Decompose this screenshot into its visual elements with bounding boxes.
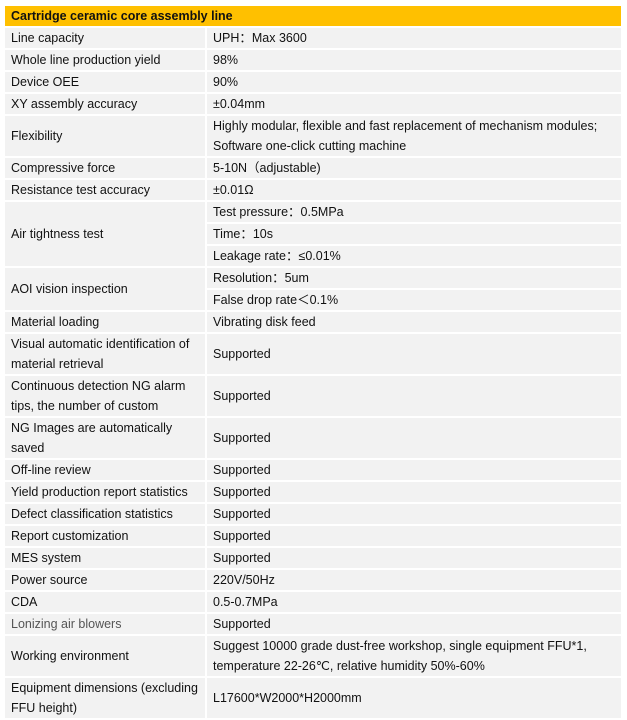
row-value: Supported — [205, 480, 623, 504]
table-row: Continuous detection NG alarm tips, the … — [3, 374, 623, 418]
row-value: Supported — [205, 612, 623, 636]
table-row: False drop rate＜0.1% — [4, 288, 623, 312]
row-label: Material loading — [3, 310, 207, 334]
row-label: Resistance test accuracy — [3, 178, 207, 202]
table-row: Resistance test accuracy ±0.01Ω — [3, 178, 623, 202]
row-label: Whole line production yield — [3, 48, 207, 72]
table-row: Report customization Supported — [3, 524, 623, 548]
row-label: Device OEE — [3, 70, 207, 94]
table-row: Time：10s — [4, 222, 623, 246]
row-value: 0.5-0.7MPa — [205, 590, 623, 614]
row-value: Supported — [205, 332, 623, 376]
row-value: 220V/50Hz — [205, 568, 623, 592]
table-row: Defect classification statistics Supporte… — [3, 502, 623, 526]
row-label: Compressive force — [3, 156, 207, 180]
row-label: Continuous detection NG alarm tips, the … — [3, 374, 207, 418]
row-value: Supported — [205, 416, 623, 460]
row-label: Line capacity — [3, 26, 207, 50]
row-label: Report customization — [3, 524, 207, 548]
row-label: Visual automatic identification of mater… — [3, 332, 207, 376]
row-label: Flexibility — [3, 114, 207, 158]
row-label: Off-line review — [3, 458, 207, 482]
table-row: Equipment dimensions (excluding FFU heig… — [3, 676, 623, 720]
row-value: UPH：Max 3600 — [205, 26, 623, 50]
row-value: ±0.04mm — [205, 92, 623, 116]
row-label: MES system — [3, 546, 207, 570]
row-label: NG Images are automatically saved — [3, 416, 207, 460]
table-row: AOI vision inspection Resolution：5um — [3, 266, 623, 312]
row-label: Air tightness test — [3, 200, 207, 268]
table-row: Lonizing air blowers Supported — [3, 612, 623, 636]
table-row: Working environment Suggest 10000 grade d… — [3, 634, 623, 678]
table-title: Cartridge ceramic core assembly line — [3, 4, 623, 28]
table-row: Power source 220V/50Hz — [3, 568, 623, 592]
row-value: 5-10N（adjustable) — [205, 156, 623, 180]
table-row: Leakage rate：≤0.01% — [4, 244, 623, 268]
row-label: Defect classification statistics — [3, 502, 207, 526]
row-value: 98% — [205, 48, 623, 72]
row-value: Test pressure：0.5MPa — [205, 200, 623, 224]
table-row: Compressive force 5-10N（adjustable) — [3, 156, 623, 180]
row-label: XY assembly accuracy — [3, 92, 207, 116]
row-value: 90% — [205, 70, 623, 94]
spec-table: Cartridge ceramic core assembly line Lin… — [3, 4, 623, 720]
table-row: XY assembly accuracy ±0.04mm — [3, 92, 623, 116]
row-label: Lonizing air blowers — [3, 612, 207, 636]
table-row: Flexibility Highly modular, flexible and … — [3, 114, 623, 158]
row-label: Equipment dimensions (excluding FFU heig… — [3, 676, 207, 720]
table-row: Yield production report statistics Suppor… — [3, 480, 623, 504]
table-row: Off-line review Supported — [3, 458, 623, 482]
table-row: Whole line production yield 98% — [3, 48, 623, 72]
table-row: Air tightness test Test pressure：0.5MPa — [3, 200, 623, 268]
table-row: Material loading Vibrating disk feed — [3, 310, 623, 334]
row-value: Highly modular, flexible and fast replac… — [205, 114, 623, 158]
row-value: Supported — [205, 546, 623, 570]
row-label: CDA — [3, 590, 207, 614]
table-row: CDA 0.5-0.7MPa — [3, 590, 623, 614]
row-label: Working environment — [3, 634, 207, 678]
row-label: Power source — [3, 568, 207, 592]
table-row: NG Images are automatically saved Support… — [3, 416, 623, 460]
row-value: Resolution：5um — [205, 266, 623, 290]
row-value: Suggest 10000 grade dust-free workshop, … — [205, 634, 623, 678]
row-value: Supported — [205, 502, 623, 526]
table-row: Line capacity UPH：Max 3600 — [3, 26, 623, 50]
table-row: MES system Supported — [3, 546, 623, 570]
row-value: Supported — [205, 524, 623, 548]
row-value: False drop rate＜0.1% — [205, 288, 623, 312]
row-value: ±0.01Ω — [205, 178, 623, 202]
row-value: Supported — [205, 374, 623, 418]
row-value: Time：10s — [205, 222, 623, 246]
row-value: Supported — [205, 458, 623, 482]
table-row: Visual automatic identification of mater… — [3, 332, 623, 376]
row-label: Yield production report statistics — [3, 480, 207, 504]
row-value: Vibrating disk feed — [205, 310, 623, 334]
row-label: AOI vision inspection — [3, 266, 207, 312]
row-value: Leakage rate：≤0.01% — [205, 244, 623, 268]
table-row: Device OEE 90% — [3, 70, 623, 94]
row-value: L17600*W2000*H2000mm — [205, 676, 623, 720]
